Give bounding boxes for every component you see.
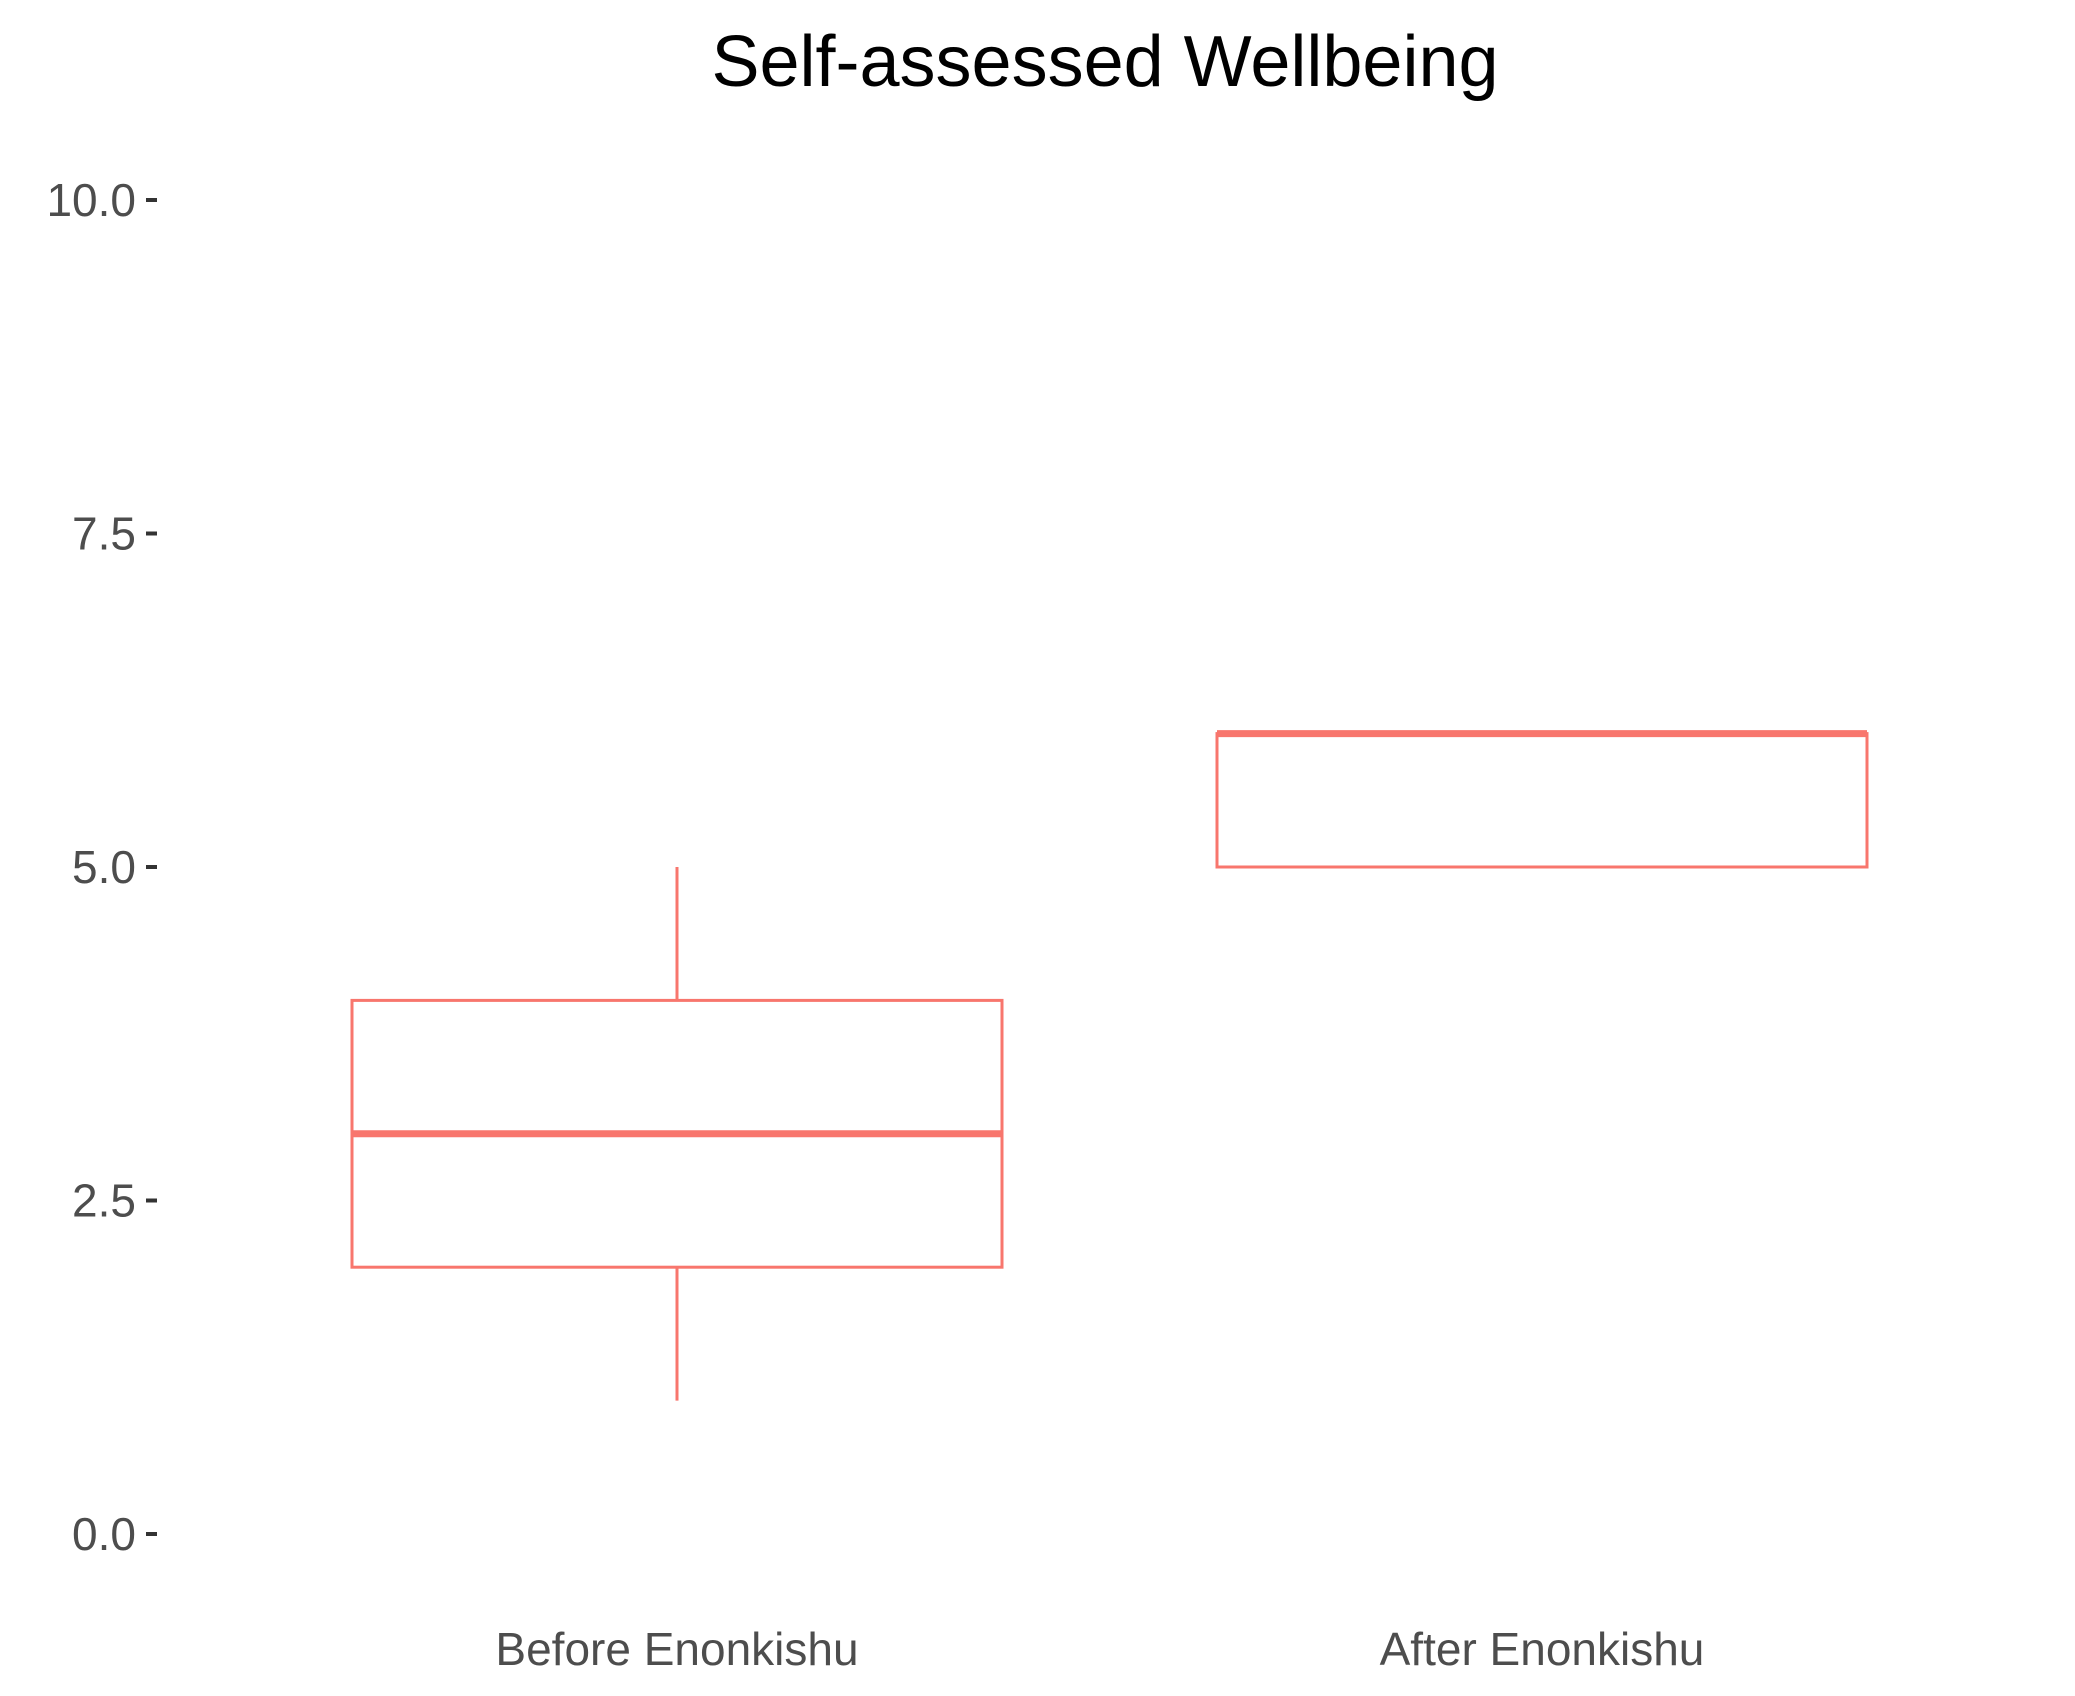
boxes-layer — [350, 730, 1869, 1401]
x-axis: Before Enonkishu After Enonkishu — [495, 1623, 1704, 1675]
chart-title: Self-assessed Wellbeing — [711, 22, 1498, 102]
y-axis: 0.0 2.5 5.0 7.5 10.0 — [46, 174, 157, 1560]
box-body — [1215, 732, 1869, 869]
box-group — [350, 867, 1004, 1401]
x-tick-label: After Enonkishu — [1380, 1623, 1705, 1675]
y-tick-label: 5.0 — [72, 841, 136, 893]
y-tick-label: 10.0 — [46, 174, 136, 226]
y-tick-label: 7.5 — [72, 508, 136, 560]
y-tick-label: 0.0 — [72, 1508, 136, 1560]
y-tick-label: 2.5 — [72, 1175, 136, 1227]
x-tick-label: Before Enonkishu — [495, 1623, 858, 1675]
box-group — [1215, 730, 1869, 869]
